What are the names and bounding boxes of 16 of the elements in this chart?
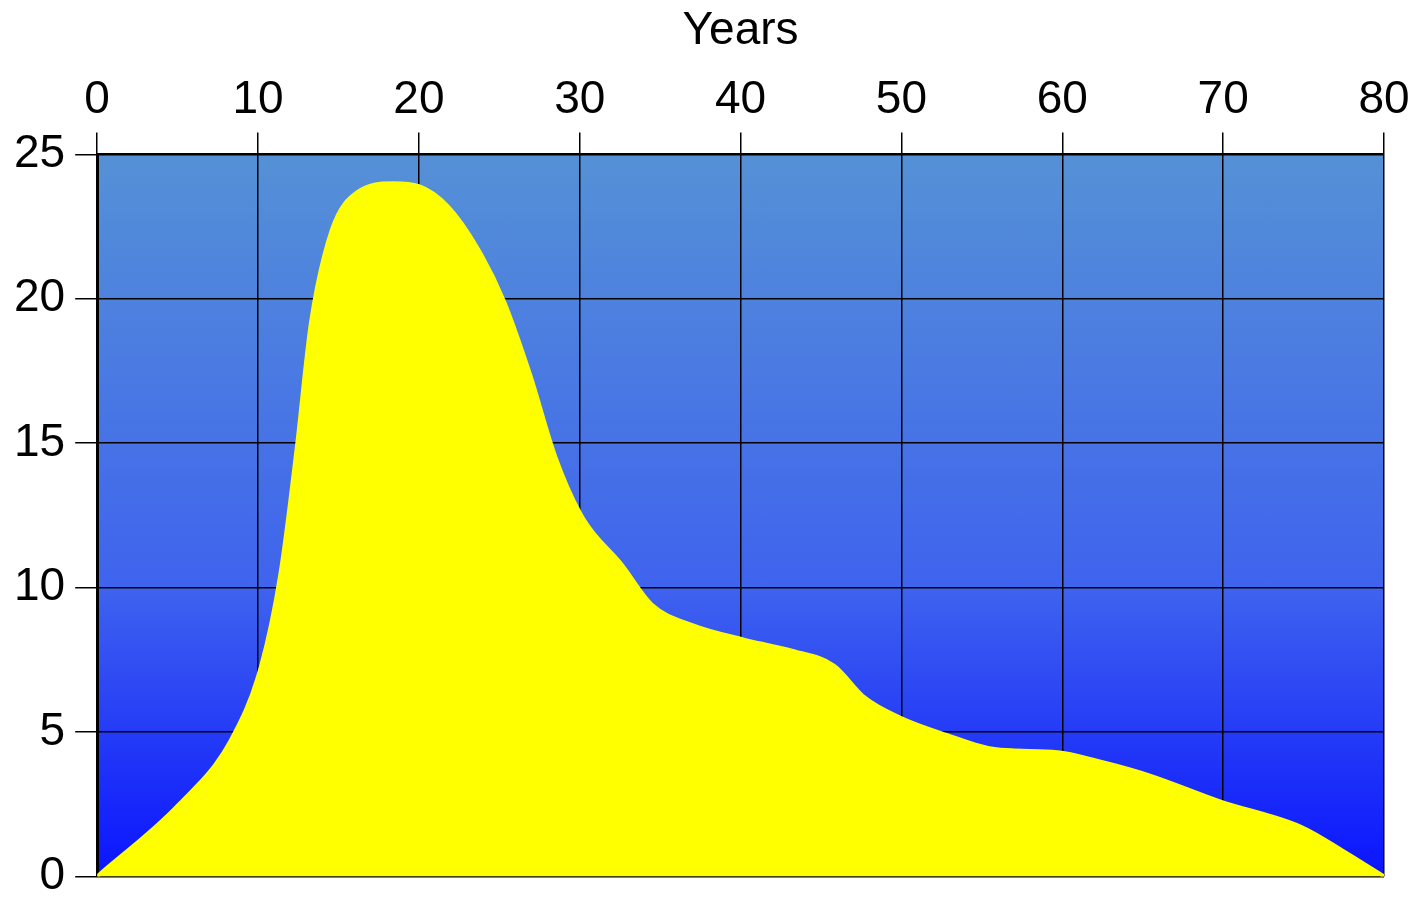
y-tick-label: 10 xyxy=(13,558,66,611)
x-tick-label: 40 xyxy=(715,71,767,124)
y-tick-label: 0 xyxy=(39,847,66,900)
y-tick-label: 15 xyxy=(13,413,66,466)
x-axis-title: Years xyxy=(682,2,799,55)
y-tick-label: 20 xyxy=(13,269,66,322)
x-tick-label: 80 xyxy=(1358,71,1410,124)
x-tick-label: 60 xyxy=(1036,71,1088,124)
y-tick-label: 25 xyxy=(13,125,66,178)
x-tick-label: 10 xyxy=(232,71,284,124)
x-tick-label: 20 xyxy=(393,71,445,124)
x-tick-label: 0 xyxy=(84,71,110,124)
x-tick-label: 30 xyxy=(554,71,606,124)
y-tick-label: 5 xyxy=(39,702,66,755)
x-tick-label: 50 xyxy=(875,71,928,124)
x-tick-label: 70 xyxy=(1197,71,1249,124)
